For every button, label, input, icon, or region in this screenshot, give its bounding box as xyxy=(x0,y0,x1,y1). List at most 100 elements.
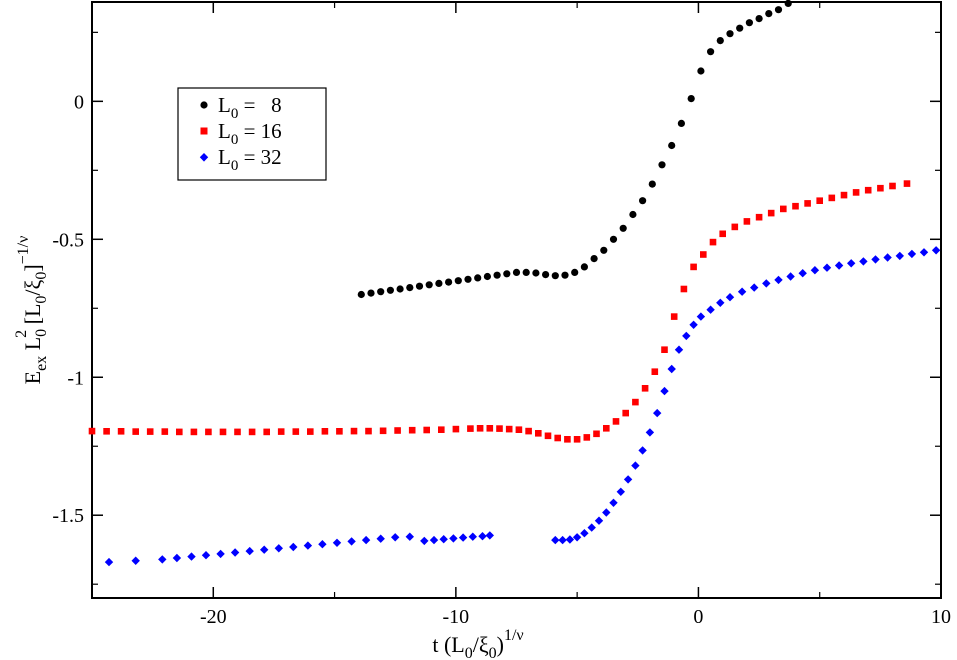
data-point xyxy=(660,386,669,396)
data-point xyxy=(357,290,365,299)
data-point xyxy=(377,288,385,296)
legend-marker-l8 xyxy=(200,101,208,109)
data-point xyxy=(632,398,639,406)
data-point xyxy=(336,428,343,435)
data-point xyxy=(780,205,787,213)
data-point xyxy=(216,549,225,559)
data-point xyxy=(804,200,811,207)
data-point xyxy=(274,544,283,553)
data-point xyxy=(622,409,629,417)
series-l0-16 xyxy=(88,180,911,443)
data-point xyxy=(847,259,856,268)
data-point xyxy=(493,271,501,279)
data-point xyxy=(486,425,494,432)
legend-marker-l16 xyxy=(200,127,208,135)
y-tick-label: 0 xyxy=(74,91,84,113)
data-point xyxy=(408,426,416,434)
data-point xyxy=(651,368,659,375)
series-layer xyxy=(88,0,941,567)
data-point xyxy=(919,248,929,257)
plot-frame xyxy=(91,1,942,599)
data-point xyxy=(653,408,662,418)
data-point xyxy=(580,263,589,271)
data-point xyxy=(668,141,676,150)
data-point xyxy=(201,551,211,560)
data-point xyxy=(697,67,705,75)
data-point xyxy=(512,268,521,276)
data-point xyxy=(449,534,458,543)
data-point xyxy=(883,253,892,262)
data-point xyxy=(103,428,110,435)
x-tick-label: 10 xyxy=(931,606,951,628)
data-point xyxy=(593,430,600,438)
data-point xyxy=(602,508,611,517)
data-point xyxy=(321,428,329,435)
data-point xyxy=(587,523,596,532)
data-point xyxy=(234,428,241,436)
data-point xyxy=(445,278,453,286)
data-point xyxy=(307,428,314,435)
data-point xyxy=(792,202,799,210)
data-point xyxy=(483,272,491,281)
data-point xyxy=(580,529,589,538)
data-point xyxy=(709,238,717,246)
y-tick-label: -1.5 xyxy=(52,505,84,527)
data-point xyxy=(454,277,462,285)
data-point xyxy=(564,436,571,443)
data-point xyxy=(478,532,487,541)
data-point xyxy=(822,263,832,272)
y-tick-label: -1 xyxy=(67,367,84,389)
data-point xyxy=(263,428,270,436)
data-point xyxy=(439,535,448,544)
data-point xyxy=(332,538,342,547)
data-point xyxy=(522,268,530,276)
data-point xyxy=(571,268,579,276)
data-point xyxy=(719,230,726,238)
data-point xyxy=(542,271,550,279)
data-point xyxy=(903,180,911,187)
data-point xyxy=(743,218,751,225)
data-point xyxy=(680,285,688,293)
data-point xyxy=(161,428,169,435)
data-point xyxy=(573,436,581,443)
legend: L0 = 8 L0 = 16 L0 = 32 xyxy=(177,87,327,181)
legend-marker-l32 xyxy=(199,153,209,162)
data-point xyxy=(435,279,443,287)
data-point xyxy=(558,535,567,545)
data-point xyxy=(394,427,401,434)
data-point xyxy=(245,546,254,556)
y-tick-label: -0.5 xyxy=(52,229,84,251)
x-tick-label: 0 xyxy=(693,606,703,628)
data-point xyxy=(452,425,460,433)
data-point xyxy=(386,286,394,294)
legend-label-l8: L0 = 8 xyxy=(218,93,282,122)
data-point xyxy=(420,536,429,546)
data-point xyxy=(464,275,472,283)
data-point xyxy=(877,184,884,192)
data-point xyxy=(590,255,598,263)
data-point xyxy=(612,418,620,425)
data-point xyxy=(423,426,430,434)
data-point xyxy=(690,263,697,271)
series-l0-32 xyxy=(104,246,941,567)
data-point xyxy=(674,345,684,354)
data-point xyxy=(716,37,724,45)
data-point xyxy=(303,541,313,550)
data-point xyxy=(840,191,848,199)
data-point xyxy=(292,428,300,435)
data-point xyxy=(425,281,433,289)
data-point xyxy=(532,269,540,277)
data-point xyxy=(623,475,633,484)
data-point xyxy=(658,161,666,169)
data-point xyxy=(706,305,715,314)
data-point xyxy=(670,313,678,320)
data-point xyxy=(515,426,523,433)
data-point xyxy=(696,312,706,321)
data-point xyxy=(260,545,269,554)
legend-label-l32: L0 = 32 xyxy=(218,145,282,174)
data-point xyxy=(248,428,256,436)
data-point xyxy=(834,261,844,270)
data-point xyxy=(661,346,668,353)
data-point xyxy=(895,251,904,261)
data-point xyxy=(132,428,139,435)
